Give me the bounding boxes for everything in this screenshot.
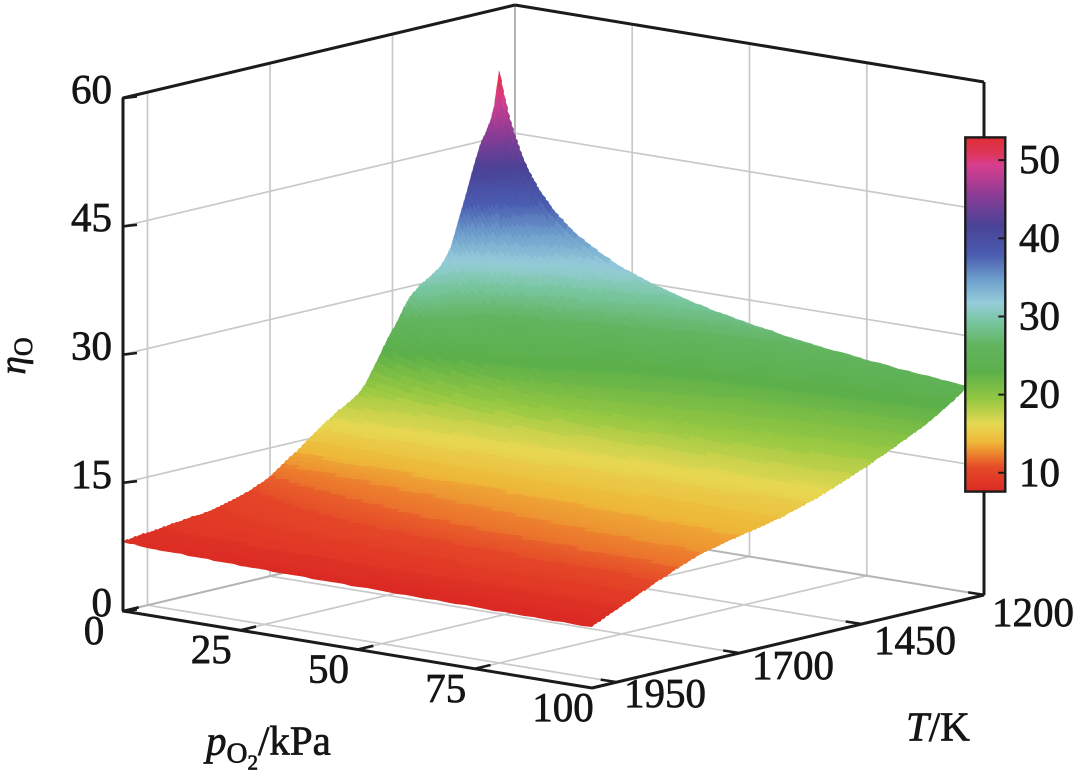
svg-text:20: 20 (1019, 371, 1060, 417)
svg-text:1950: 1950 (624, 670, 706, 716)
svg-text:25: 25 (191, 626, 232, 672)
svg-text:75: 75 (425, 665, 466, 711)
svg-text:0: 0 (92, 579, 113, 625)
svg-text:15: 15 (71, 451, 112, 497)
svg-text:1200: 1200 (992, 589, 1074, 635)
svg-text:1700: 1700 (752, 642, 834, 688)
svg-text:50: 50 (308, 646, 349, 692)
svg-text:10: 10 (1019, 449, 1060, 495)
svg-text:60: 60 (71, 66, 112, 112)
svg-text:1450: 1450 (874, 617, 956, 663)
svg-text:45: 45 (71, 194, 112, 240)
svg-text:30: 30 (1019, 293, 1060, 339)
svg-text:0: 0 (84, 607, 105, 653)
svg-text:40: 40 (1019, 214, 1060, 260)
svg-text:30: 30 (71, 323, 112, 369)
svg-text:50: 50 (1019, 136, 1060, 182)
svg-text:100: 100 (532, 684, 594, 730)
svg-text:pO2/kPa: pO2/kPa (203, 718, 331, 775)
svg-text:T/K: T/K (906, 704, 970, 750)
svg-text:ηO: ηO (0, 337, 38, 374)
